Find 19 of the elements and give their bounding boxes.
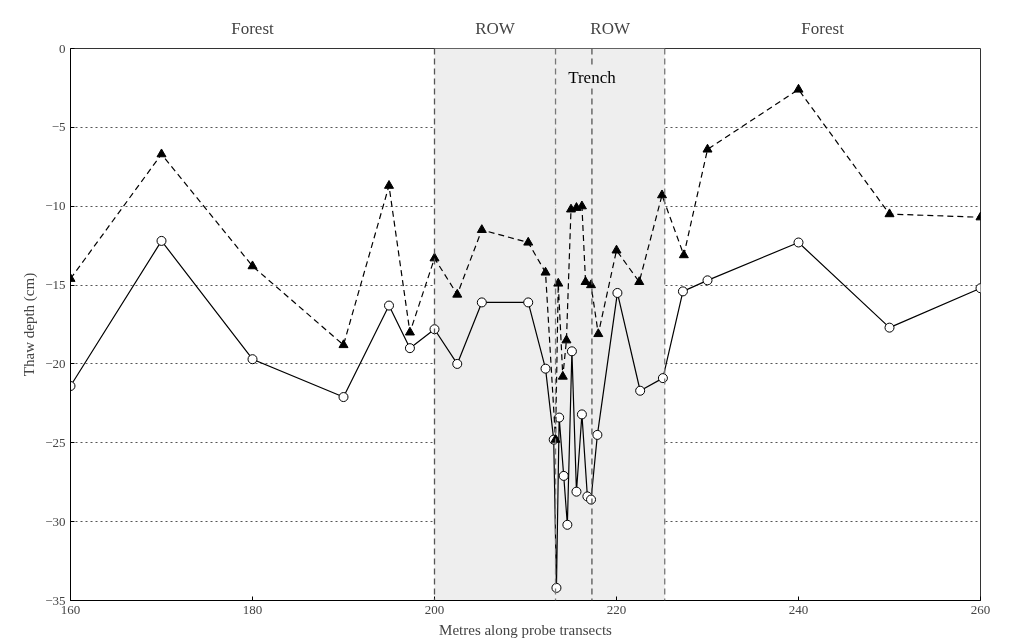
x-tick-label: 180 bbox=[242, 601, 263, 617]
y-tick-label: 0 bbox=[59, 40, 66, 56]
y-axis-title: Thaw depth (cm) bbox=[21, 272, 39, 377]
y-tick-label: −15 bbox=[45, 277, 66, 293]
text: Forest bbox=[801, 18, 845, 38]
x-tick-label: 220 bbox=[606, 601, 627, 617]
y-tick-label: −25 bbox=[45, 434, 66, 450]
x-axis-title: Metres along probe transects bbox=[439, 621, 613, 638]
y-tick-label: −10 bbox=[45, 198, 66, 214]
x-tick-label: 260 bbox=[970, 601, 991, 617]
x-tick-label: 240 bbox=[788, 601, 809, 617]
text: Forest bbox=[231, 18, 275, 38]
y-tick-label: −5 bbox=[51, 119, 66, 135]
band-label: ROW bbox=[590, 18, 631, 38]
ref-line-label: Trench bbox=[568, 67, 617, 87]
band-label: ROW bbox=[475, 18, 516, 38]
x-tick-label: 200 bbox=[424, 601, 445, 617]
y-tick-label: −30 bbox=[45, 513, 66, 529]
y-tick-label: −20 bbox=[45, 355, 66, 371]
